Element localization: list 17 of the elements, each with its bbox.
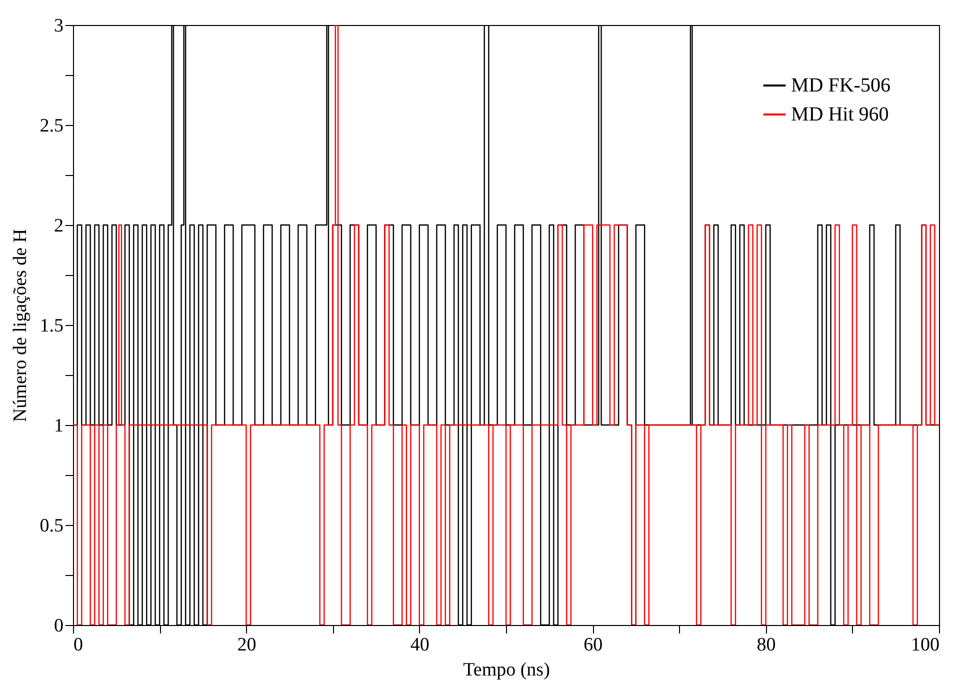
x-tick-label: 40 [410,634,430,656]
y-tick-label: 1.5 [40,316,64,336]
legend-label: MD Hit 960 [791,104,889,126]
x-axis-title: Tempo (ns) [463,660,550,680]
y-tick-label: 3 [54,16,64,36]
y-tick-label: 1 [54,416,64,436]
y-tick-label: 2 [54,216,64,236]
x-tick-label: 60 [584,634,603,656]
x-tick-label: 0 [74,634,83,656]
x-tick-label: 20 [237,634,256,656]
legend-label: MD FK-506 [791,74,890,96]
x-tick-label: 100 [911,634,940,656]
x-tick-label: 80 [756,634,776,656]
y-axis-title: Número de ligações de H [10,228,31,422]
y-tick-label: 0 [54,616,64,636]
y-tick-label: 2.5 [40,116,64,136]
y-tick-label: 0.5 [40,516,64,536]
